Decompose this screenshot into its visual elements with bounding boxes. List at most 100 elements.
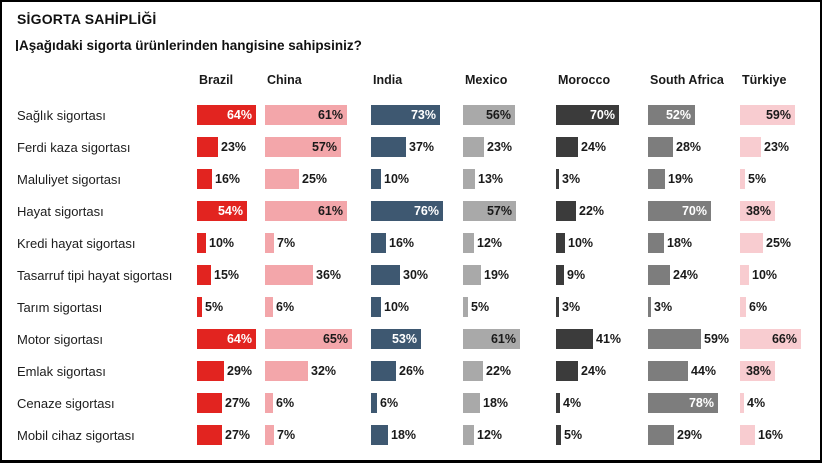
cell-india-kredi-hayat-sigortas: 16% [371, 227, 463, 259]
bar-t-rkiye: 38% [740, 361, 775, 381]
bar-brazil [197, 361, 224, 381]
cell-morocco-emlak-sigortas: 24% [556, 355, 648, 387]
bar-south-africa [648, 361, 688, 381]
bar-t-rkiye [740, 393, 744, 413]
row-label-emlak-sigortas: Emlak sigortası [17, 363, 106, 379]
value-label: 61% [490, 332, 516, 346]
cell-south-africa-tasarruf-tipi-hayat-sigortas: 24% [648, 259, 740, 291]
cell-t-rkiye-mobil-cihaz-sigortas: 16% [740, 419, 820, 451]
value-label: 70% [589, 108, 615, 122]
value-label: 36% [316, 268, 342, 282]
value-label: 25% [766, 236, 792, 250]
value-label: 70% [681, 204, 707, 218]
row-label-maluliyet-sigortas: Maluliyet sigortası [17, 171, 122, 187]
value-label: 19% [484, 268, 510, 282]
cell-india-cenaze-sigortas: 6% [371, 387, 463, 419]
value-label: 6% [749, 300, 768, 314]
bar-mexico [463, 169, 475, 189]
bar-china [265, 425, 274, 445]
bar-mexico: 56% [463, 105, 515, 125]
value-label: 6% [380, 396, 399, 410]
cell-china-mobil-cihaz-sigortas: 7% [265, 419, 371, 451]
bar-south-africa [648, 297, 651, 317]
cell-morocco-sa-l-k-sigortas: 70% [556, 99, 648, 131]
value-label: 3% [562, 300, 581, 314]
cell-china-emlak-sigortas: 32% [265, 355, 371, 387]
cell-morocco-cenaze-sigortas: 4% [556, 387, 648, 419]
cell-south-africa-ferdi-kaza-sigortas: 28% [648, 131, 740, 163]
bar-brazil [197, 265, 211, 285]
cell-china-kredi-hayat-sigortas: 7% [265, 227, 371, 259]
value-label: 5% [205, 300, 224, 314]
value-label: 57% [486, 204, 512, 218]
value-label: 65% [322, 332, 348, 346]
bar-india: 53% [371, 329, 421, 349]
cell-morocco-mobil-cihaz-sigortas: 5% [556, 419, 648, 451]
value-label: 76% [413, 204, 439, 218]
cell-mexico-tasarruf-tipi-hayat-sigortas: 19% [463, 259, 556, 291]
value-label: 23% [487, 140, 513, 154]
row-label-mobil-cihaz-sigortas: Mobil cihaz sigortası [17, 427, 135, 443]
cell-brazil-tasarruf-tipi-hayat-sigortas: 15% [197, 259, 265, 291]
cell-mexico-hayat-sigortas: 57% [463, 195, 556, 227]
value-label: 26% [399, 364, 425, 378]
text-cursor [16, 40, 18, 51]
bar-india [371, 393, 377, 413]
bar-south-africa [648, 233, 664, 253]
cell-t-rkiye-motor-sigortas: 66% [740, 323, 820, 355]
cell-south-africa-sa-l-k-sigortas: 52% [648, 99, 740, 131]
cell-morocco-tasarruf-tipi-hayat-sigortas: 9% [556, 259, 648, 291]
cell-brazil-mobil-cihaz-sigortas: 27% [197, 419, 265, 451]
value-label: 10% [384, 300, 410, 314]
bar-china [265, 233, 274, 253]
bar-morocco [556, 169, 559, 189]
bar-china [265, 265, 313, 285]
bar-mexico: 61% [463, 329, 520, 349]
value-label: 10% [209, 236, 235, 250]
bar-morocco [556, 137, 578, 157]
cell-brazil-emlak-sigortas: 29% [197, 355, 265, 387]
value-label: 5% [564, 428, 583, 442]
chart-question-text: Aşağıdaki sigorta ürünlerinden hangisine… [19, 38, 362, 53]
column-header-india: India [373, 73, 403, 87]
value-label: 29% [677, 428, 703, 442]
value-label: 32% [311, 364, 337, 378]
cell-south-africa-kredi-hayat-sigortas: 18% [648, 227, 740, 259]
bar-mexico [463, 361, 483, 381]
bar-mexico [463, 297, 468, 317]
value-label: 57% [311, 140, 337, 154]
chart-question-subtitle: Aşağıdaki sigorta ürünlerinden hangisine… [16, 38, 820, 53]
cell-brazil-tar-m-sigortas: 5% [197, 291, 265, 323]
cell-china-sa-l-k-sigortas: 61% [265, 99, 371, 131]
bar-brazil [197, 297, 202, 317]
value-label: 24% [673, 268, 699, 282]
bar-india [371, 361, 396, 381]
bar-india: 73% [371, 105, 440, 125]
value-label: 54% [217, 204, 243, 218]
column-header-south-africa: South Africa [650, 73, 724, 87]
bar-t-rkiye [740, 297, 746, 317]
bar-t-rkiye [740, 425, 755, 445]
value-label: 16% [758, 428, 784, 442]
value-label: 5% [748, 172, 767, 186]
bar-morocco [556, 329, 593, 349]
value-label: 7% [277, 428, 296, 442]
cell-south-africa-maluliyet-sigortas: 19% [648, 163, 740, 195]
row-label-motor-sigortas: Motor sigortası [17, 331, 103, 347]
value-label: 22% [486, 364, 512, 378]
value-label: 10% [384, 172, 410, 186]
bar-china: 61% [265, 105, 347, 125]
bar-brazil [197, 137, 218, 157]
bar-south-africa [648, 137, 673, 157]
bar-morocco [556, 393, 560, 413]
cell-china-cenaze-sigortas: 6% [265, 387, 371, 419]
cell-south-africa-mobil-cihaz-sigortas: 29% [648, 419, 740, 451]
cell-mexico-mobil-cihaz-sigortas: 12% [463, 419, 556, 451]
value-label: 44% [691, 364, 717, 378]
cell-brazil-maluliyet-sigortas: 16% [197, 163, 265, 195]
bar-morocco [556, 265, 564, 285]
value-label: 13% [478, 172, 504, 186]
cell-mexico-sa-l-k-sigortas: 56% [463, 99, 556, 131]
value-label: 16% [389, 236, 415, 250]
